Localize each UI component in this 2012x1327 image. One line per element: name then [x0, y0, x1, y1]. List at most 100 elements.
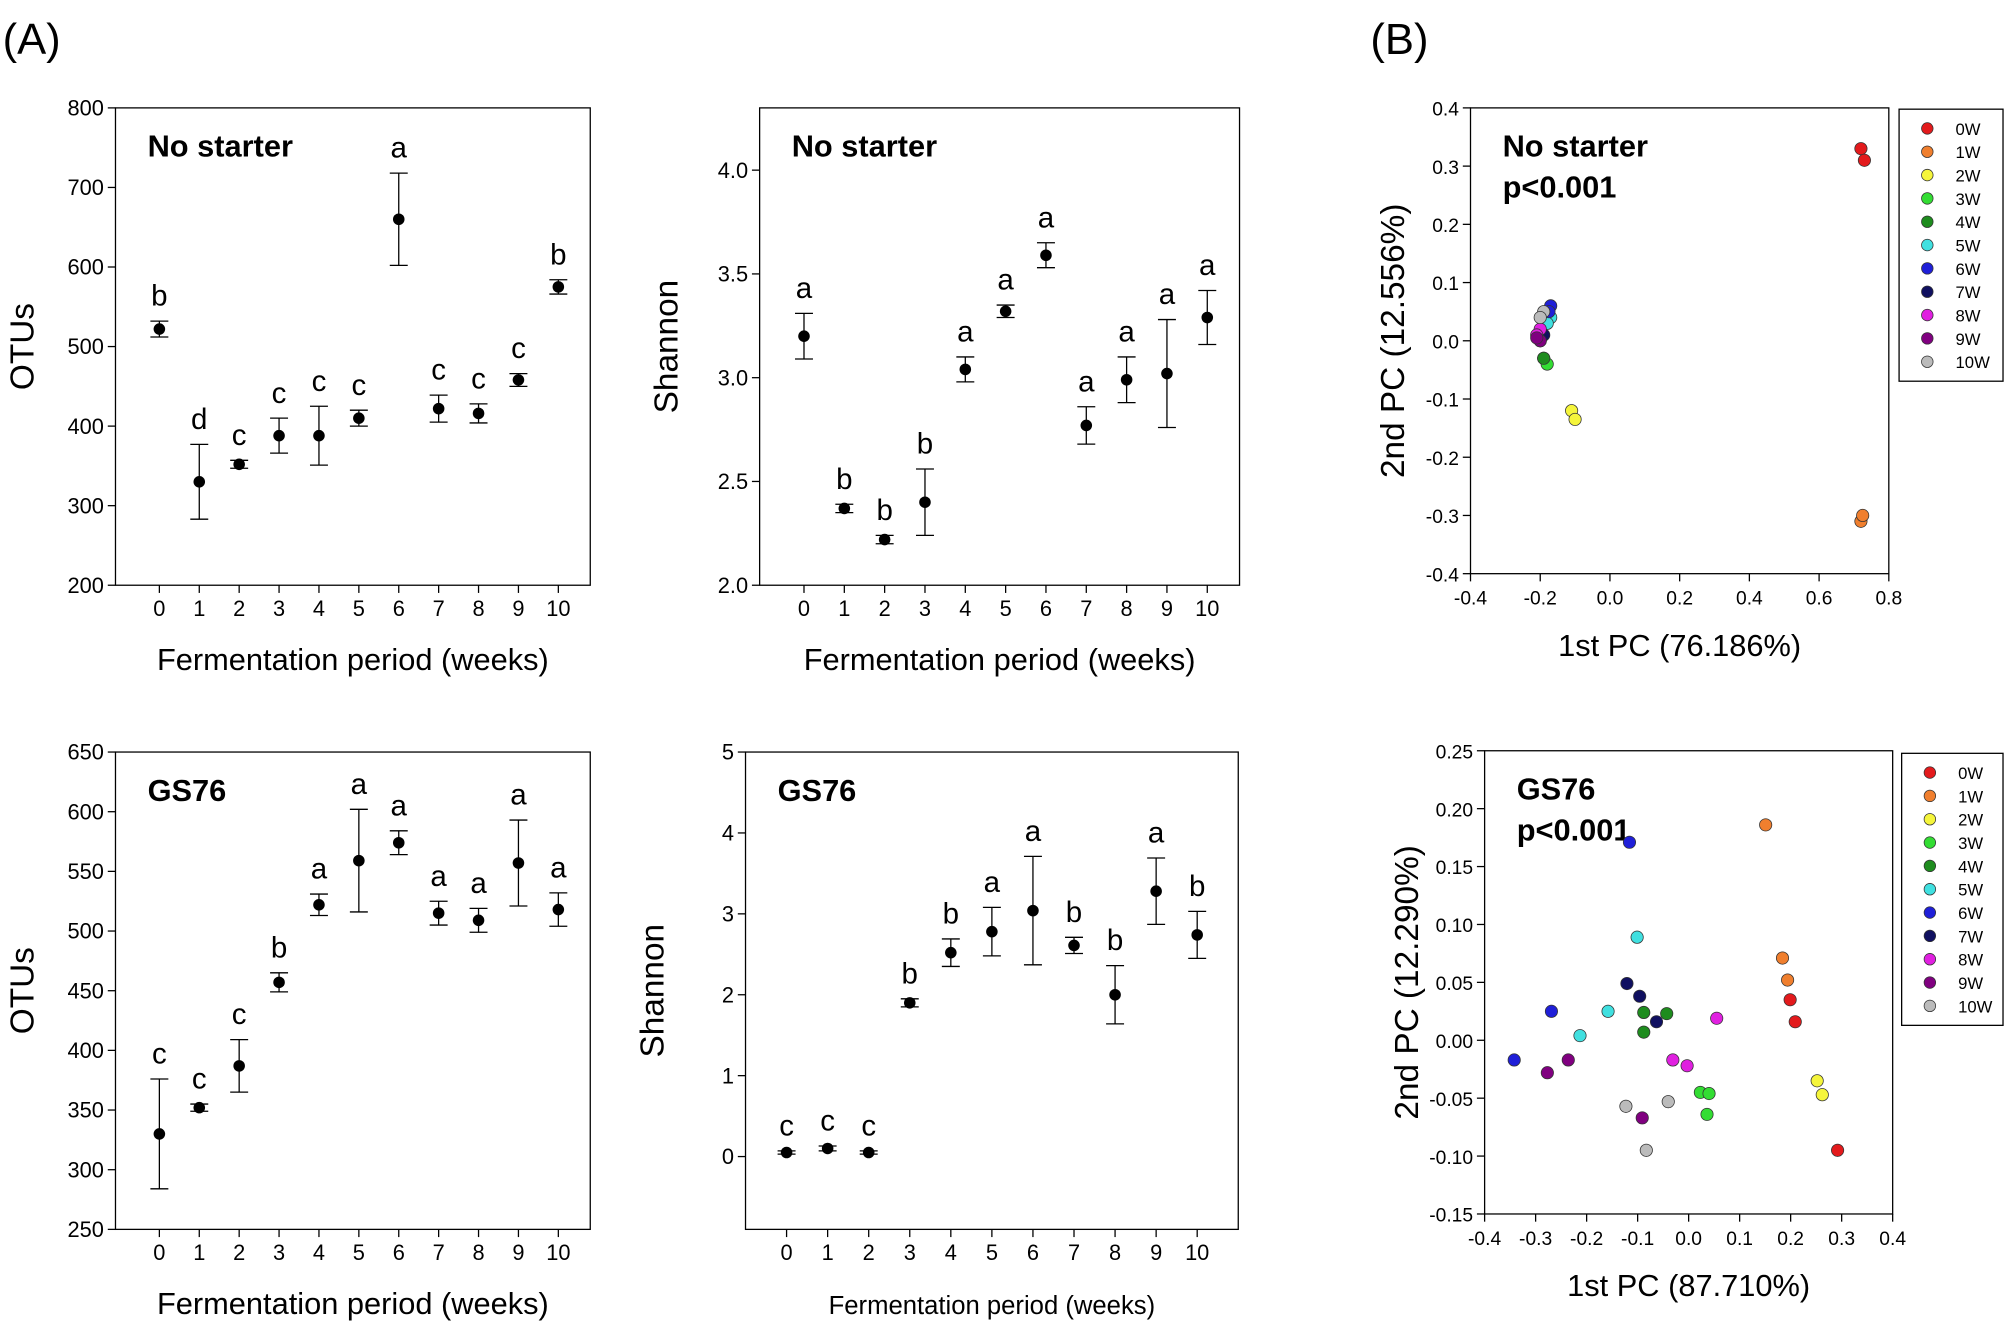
significance-letter: a — [1199, 249, 1216, 282]
legend-frame — [1901, 752, 2004, 1026]
point — [273, 429, 285, 442]
significance-letter: a — [510, 779, 527, 812]
legend-marker — [1921, 262, 1934, 275]
point — [1856, 508, 1870, 522]
point — [153, 323, 166, 335]
legend-marker — [1921, 215, 1934, 228]
legend-label: 7W — [1956, 283, 1981, 302]
point — [1649, 1015, 1664, 1029]
panel-subtitle: p<0.001 — [1503, 170, 1617, 205]
significance-letter: b — [876, 494, 892, 527]
point — [1027, 904, 1039, 917]
legend-marker — [1923, 953, 1937, 966]
legend-label: 5W — [1956, 236, 1981, 255]
significance-letter: a — [1159, 278, 1176, 311]
significance-letter: b — [1107, 924, 1123, 957]
x-tick-label: 6 — [393, 596, 405, 621]
point — [1544, 1004, 1558, 1018]
y-axis-label: 2nd PC (12.556%) — [1375, 204, 1412, 478]
legend-label: 6W — [1958, 904, 1983, 923]
point — [1507, 1053, 1521, 1067]
y-axis-label: Shannon — [649, 280, 686, 414]
point — [1783, 993, 1797, 1007]
x-tick-label: -0.4 — [1468, 1229, 1501, 1250]
y-tick-label: -0.1 — [1426, 391, 1459, 412]
significance-letter: a — [391, 132, 408, 165]
legend-marker — [1921, 192, 1934, 205]
x-tick-label: 3 — [919, 596, 931, 621]
legend-marker — [1923, 836, 1937, 849]
significance-letter: a — [550, 851, 567, 884]
y-tick-label: 0.4 — [1432, 100, 1459, 121]
x-tick-label: 4 — [959, 596, 971, 621]
x-tick-label: 0.1 — [1726, 1229, 1753, 1250]
point — [1639, 1143, 1653, 1157]
legend-marker — [1921, 308, 1934, 322]
x-tick-label: 10 — [1195, 596, 1219, 621]
legend-frame — [1898, 108, 2004, 382]
x-tick-label: 0.8 — [1875, 588, 1902, 609]
x-tick-label: 3 — [273, 1240, 285, 1265]
legend-label: 8W — [1956, 306, 1981, 325]
point — [353, 412, 365, 424]
significance-letter: b — [1189, 870, 1205, 903]
point — [1573, 1029, 1587, 1043]
point — [959, 363, 972, 376]
x-tick-label: 2 — [233, 1240, 245, 1265]
point — [1109, 988, 1121, 1001]
point — [1637, 1005, 1651, 1020]
point — [999, 305, 1012, 318]
y-tick-label: 0.3 — [1432, 158, 1459, 179]
y-tick-label: 300 — [68, 493, 104, 518]
x-tick-label: 9 — [512, 596, 524, 621]
point — [552, 281, 565, 293]
legend-label: 2W — [1958, 811, 1983, 830]
significance-letter: b — [550, 238, 566, 271]
significance-letter: c — [431, 354, 446, 387]
x-tick-label: 0.0 — [1597, 588, 1624, 609]
point — [512, 857, 525, 869]
point — [1622, 835, 1637, 849]
y-tick-label: -0.2 — [1426, 449, 1459, 470]
y-tick-label: 500 — [68, 919, 104, 944]
x-tick-label: -0.4 — [1454, 588, 1487, 609]
legend-label: 9W — [1958, 974, 1983, 993]
legend-label: 4W — [1958, 857, 1983, 876]
x-tick-label: 8 — [472, 596, 484, 621]
point — [1666, 1053, 1680, 1067]
panel-subtitle: p<0.001 — [1517, 813, 1631, 848]
significance-letter: c — [861, 1109, 876, 1142]
y-tick-label: 600 — [68, 255, 104, 280]
point — [1788, 1015, 1802, 1029]
point — [1660, 1007, 1674, 1021]
significance-letter: a — [796, 272, 813, 305]
point — [1568, 412, 1582, 426]
x-tick-label: 1 — [193, 596, 205, 621]
significance-letter: b — [917, 428, 933, 461]
x-tick-label: 5 — [353, 1240, 365, 1265]
x-tick-label: 0.0 — [1675, 1229, 1702, 1250]
y-tick-label: 1 — [722, 1063, 734, 1088]
point — [1191, 929, 1203, 941]
point — [1201, 311, 1214, 324]
x-tick-label: 7 — [433, 1240, 445, 1265]
significance-letter: c — [511, 332, 526, 365]
x-tick-label: 0 — [781, 1240, 793, 1265]
x-tick-label: 3 — [904, 1240, 916, 1265]
legend-label: 4W — [1956, 213, 1981, 232]
significance-letter: a — [1038, 201, 1055, 234]
significance-letter: a — [391, 789, 408, 822]
x-axis-label: Fermentation period (weeks) — [157, 1286, 549, 1321]
x-tick-label: 0.4 — [1736, 588, 1763, 609]
point — [1068, 939, 1080, 952]
panel-title: GS76 — [778, 773, 857, 808]
y-tick-label: 0 — [722, 1144, 734, 1169]
legend-marker — [1923, 789, 1937, 803]
panel-label: (B) — [1370, 16, 1428, 64]
legend-marker — [1921, 355, 1934, 368]
point — [1635, 1111, 1649, 1125]
point — [353, 854, 365, 867]
point — [780, 1146, 793, 1159]
x-tick-label: 1 — [193, 1240, 205, 1265]
